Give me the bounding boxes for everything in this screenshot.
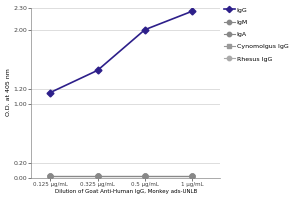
Rhesus IgG (143, 175, 147, 177)
IgA (96, 175, 99, 177)
Line: Rhesus IgG: Rhesus IgG (48, 174, 194, 178)
Cynomolgus IgG (190, 175, 194, 177)
IgA (143, 175, 147, 177)
Cynomolgus IgG (96, 175, 99, 177)
Rhesus IgG (190, 175, 194, 177)
IgA (49, 175, 52, 177)
IgA (190, 175, 194, 177)
Cynomolgus IgG (49, 175, 52, 177)
Line: IgG: IgG (48, 9, 194, 95)
X-axis label: Dilution of Goat Anti-Human IgG, Monkey ads-UNLB: Dilution of Goat Anti-Human IgG, Monkey … (55, 189, 197, 194)
Y-axis label: O.D. at 405 nm: O.D. at 405 nm (6, 69, 10, 116)
Rhesus IgG (96, 175, 99, 177)
IgM (143, 175, 147, 177)
IgG (49, 91, 52, 94)
Line: IgM: IgM (48, 174, 194, 178)
Line: IgA: IgA (48, 174, 194, 178)
IgM (190, 175, 194, 177)
IgM (96, 175, 99, 177)
Cynomolgus IgG (143, 175, 147, 177)
IgG (143, 29, 147, 31)
Line: Cynomolgus IgG: Cynomolgus IgG (48, 174, 194, 178)
IgG (190, 10, 194, 12)
IgG (96, 69, 99, 72)
Legend: IgG, IgM, IgA, Cynomolgus IgG, Rhesus IgG: IgG, IgM, IgA, Cynomolgus IgG, Rhesus Ig… (224, 7, 288, 62)
IgM (49, 175, 52, 177)
Rhesus IgG (49, 175, 52, 177)
